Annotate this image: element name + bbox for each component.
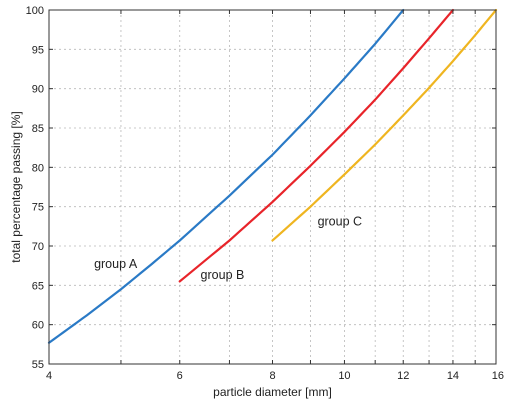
y-axis-label: total percentage passing [%] <box>9 111 23 262</box>
y-tick-label: 65 <box>32 280 44 292</box>
x-axis-tick-labels: 4 6 8 10 12 14 16 <box>46 370 504 382</box>
x-tick-label: 6 <box>177 370 183 382</box>
x-tick-label: 12 <box>397 370 409 382</box>
y-tick-label: 55 <box>32 359 44 371</box>
y-tick-label: 70 <box>32 241 44 253</box>
y-axis-tick-labels: 55 60 65 70 75 80 85 90 95 100 <box>26 5 44 371</box>
x-axis-label: particle diameter [mm] <box>213 385 332 399</box>
y-tick-label: 60 <box>32 320 44 332</box>
y-tick-label: 95 <box>32 44 44 56</box>
series-line-group-b <box>178 8 455 283</box>
annotation-group-a: group A <box>94 257 138 271</box>
series-line-group-c <box>271 8 498 242</box>
x-tick-label: 10 <box>338 370 350 382</box>
series-line-group-a <box>47 8 405 344</box>
grid-lines <box>48 9 497 365</box>
curve-annotations: group A group B group C <box>94 215 362 282</box>
tick-marks <box>48 9 497 365</box>
x-tick-label: 8 <box>269 370 275 382</box>
x-tick-label: 16 <box>492 370 504 382</box>
annotation-group-b: group B <box>201 268 245 282</box>
annotation-group-c: group C <box>318 215 362 229</box>
x-tick-label: 4 <box>46 370 52 382</box>
series-lines <box>47 8 498 344</box>
y-tick-label: 100 <box>26 5 44 17</box>
y-tick-label: 75 <box>32 202 44 214</box>
y-tick-label: 90 <box>32 84 44 96</box>
y-tick-label: 80 <box>32 162 44 174</box>
y-tick-label: 85 <box>32 123 44 135</box>
x-tick-label: 14 <box>447 370 459 382</box>
